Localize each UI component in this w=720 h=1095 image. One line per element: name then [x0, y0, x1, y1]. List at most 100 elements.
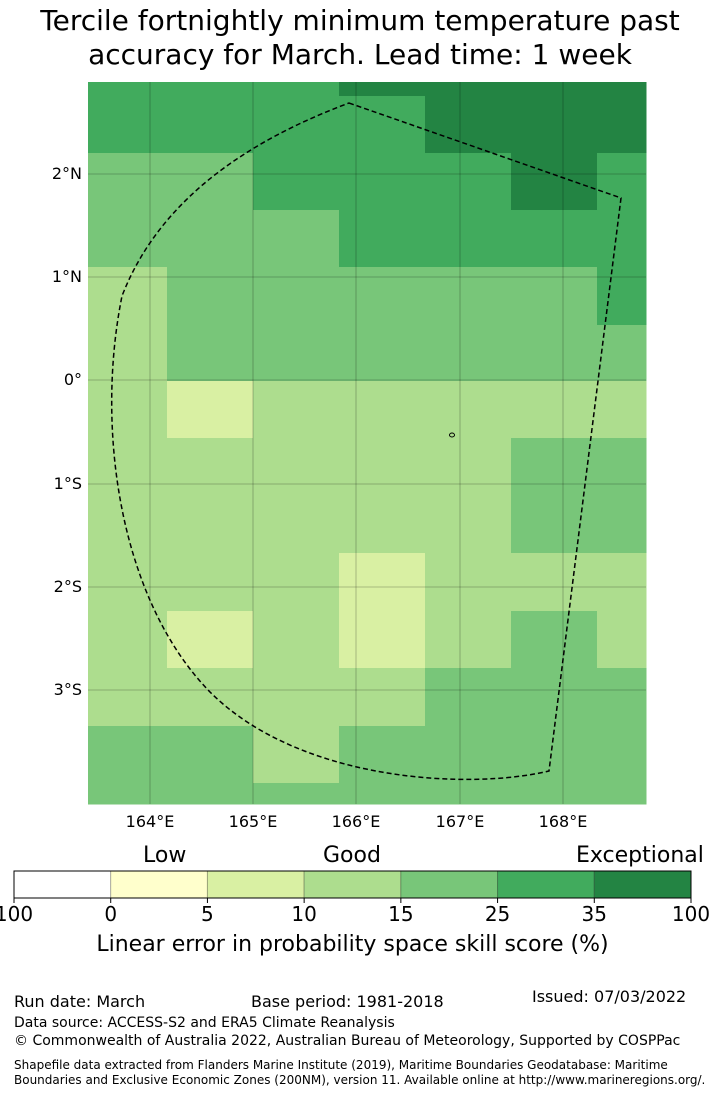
copyright: © Commonwealth of Australia 2022, Austra…: [14, 1033, 681, 1049]
grid-cell: [425, 668, 512, 727]
grid-cell: [425, 381, 512, 439]
grid-cell: [339, 325, 426, 382]
eez-boundary: [110, 102, 622, 781]
grid-cell: [88, 325, 168, 382]
lon-label: 164°E: [125, 812, 175, 831]
grid-cell: [253, 668, 340, 727]
grid-cell: [167, 210, 254, 268]
grid-cell: [253, 267, 340, 326]
grid-cell: [339, 210, 426, 268]
grid-cell: [597, 668, 647, 727]
colorbar-title: Linear error in probability space skill …: [96, 932, 609, 957]
run-date: Run date: March: [14, 992, 146, 1011]
grid-cell: [88, 726, 168, 784]
grid-cell: [339, 553, 426, 612]
grid-cell: [253, 611, 340, 669]
grid-cell: [511, 267, 598, 326]
grid-cell: [88, 668, 168, 727]
colorbar-label-low: Low: [143, 843, 187, 868]
colorbar-tick: 0: [104, 902, 118, 926]
colorbar-tick: 5: [201, 902, 214, 926]
grid-cell: [425, 267, 512, 326]
lat-label: 1°S: [53, 474, 82, 493]
grid-cell: [339, 783, 426, 805]
title-line-1: Tercile fortnightly minimum temperature …: [40, 4, 680, 37]
grid-cell: [425, 96, 512, 154]
grid-cell: [167, 381, 254, 439]
grid-cell: [597, 267, 647, 326]
grid-cell: [597, 381, 647, 439]
shapefile-credit-1: Shapefile data extracted from Flanders M…: [14, 1058, 668, 1072]
colorbar-segment: [593, 870, 692, 899]
base-period: Base period: 1981-2018: [251, 992, 444, 1011]
grid-cell: [253, 82, 340, 97]
grid-cell: [88, 82, 168, 97]
grid-cell: [339, 726, 426, 784]
colorbar-label-good: Good: [323, 843, 381, 868]
lat-label: 3°S: [53, 680, 82, 699]
grid-cell: [167, 496, 254, 554]
grid-cell: [425, 82, 512, 97]
grid-cell: [253, 726, 340, 784]
grid-cells: [88, 82, 647, 805]
grid-cell: [88, 381, 168, 439]
colorbar-segment: [400, 870, 499, 899]
grid-cell: [425, 325, 512, 382]
grid-cell: [511, 210, 598, 268]
grid-cell: [597, 153, 647, 211]
grid-cell: [425, 611, 512, 669]
grid-cell: [253, 438, 340, 497]
grid-cell: [511, 783, 598, 805]
grid-cell: [339, 267, 426, 326]
figure-title: Tercile fortnightly minimum temperature …: [0, 4, 720, 72]
grid-cell: [597, 783, 647, 805]
lon-label: 165°E: [228, 812, 278, 831]
grid-cell: [167, 267, 254, 326]
colorbar-tick: 10: [291, 902, 317, 926]
grid-cell: [253, 553, 340, 612]
colorbar-tick: 15: [388, 902, 414, 926]
grid-cell: [511, 668, 598, 727]
lat-label: 1°N: [51, 267, 82, 286]
grid-cell: [339, 381, 426, 439]
grid-cell: [167, 783, 254, 805]
grid-cell: [253, 381, 340, 439]
grid-cell: [597, 726, 647, 784]
grid-cell: [88, 153, 168, 211]
grid-cell: [597, 553, 647, 612]
grid-cell: [167, 153, 254, 211]
grid-cell: [511, 553, 598, 612]
grid-cell: [167, 611, 254, 669]
data-source: Data source: ACCESS-S2 and ERA5 Climate …: [14, 1015, 395, 1031]
grid-cell: [511, 96, 598, 154]
grid-cell: [339, 611, 426, 669]
grid-cell: [167, 726, 254, 784]
lat-label: 0°: [63, 370, 82, 389]
grid-cell: [425, 553, 512, 612]
colorbar-segment: [110, 870, 208, 899]
grid-cell: [88, 553, 168, 612]
island-marker: [449, 432, 455, 438]
grid-cell: [339, 438, 426, 497]
title-line-2: accuracy for March. Lead time: 1 week: [88, 38, 632, 71]
grid-cell: [597, 438, 647, 497]
colorbar: [13, 870, 692, 903]
lat-label: 2°N: [51, 164, 82, 183]
colorbar-tick: 35: [581, 902, 607, 926]
colorbar-tick: 25: [484, 902, 511, 926]
colorbar-segment: [303, 870, 402, 899]
grid-cell: [88, 267, 168, 326]
grid-cell: [253, 783, 340, 805]
grid-cell: [597, 496, 647, 554]
grid-cell: [167, 325, 254, 382]
grid-cell: [511, 496, 598, 554]
grid-cell: [88, 611, 168, 669]
grid-cell: [511, 381, 598, 439]
grid-cell: [597, 611, 647, 669]
colorbar-frame: [13, 870, 692, 899]
shapefile-credit-2: Boundaries and Exclusive Economic Zones …: [14, 1073, 706, 1087]
grid-cell: [253, 153, 340, 211]
grid-cell: [88, 96, 168, 154]
